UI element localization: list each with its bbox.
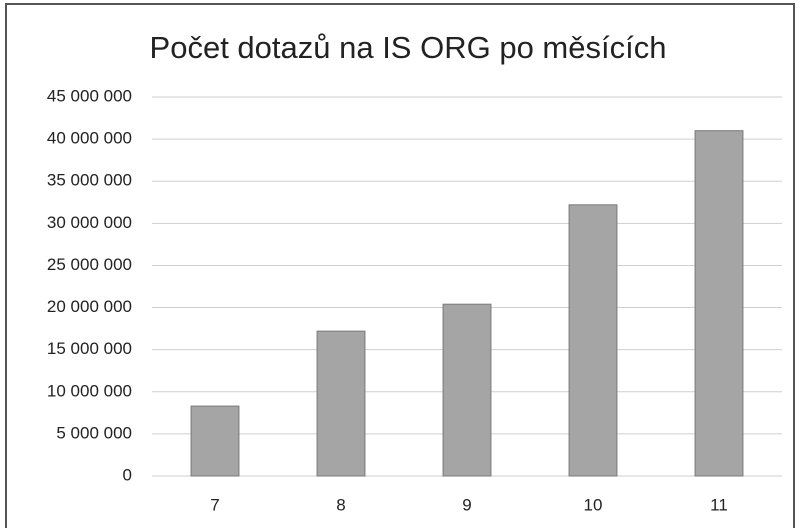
x-tick-label: 9	[462, 495, 471, 514]
y-tick-label: 30 000 000	[47, 213, 132, 232]
y-tick-label: 15 000 000	[47, 339, 132, 358]
x-tick-label: 10	[584, 495, 603, 514]
bar	[442, 303, 492, 477]
bar	[568, 204, 618, 477]
y-tick-label: 0	[123, 465, 132, 484]
y-tick-label: 40 000 000	[47, 129, 132, 148]
bar	[190, 405, 240, 477]
y-tick-label: 10 000 000	[47, 381, 132, 400]
x-tick-label: 7	[210, 495, 219, 514]
x-tick-label: 11	[710, 495, 728, 514]
bar	[694, 130, 744, 477]
chart-border	[5, 3, 795, 528]
y-tick-label: 35 000 000	[47, 171, 132, 190]
chart-title: Počet dotazů na IS ORG po měsících	[150, 30, 667, 65]
y-tick-label: 25 000 000	[47, 255, 132, 274]
y-tick-label: 5 000 000	[56, 423, 132, 442]
bar	[316, 330, 366, 477]
y-tick-label: 20 000 000	[47, 297, 132, 316]
y-tick-label: 45 000 000	[47, 86, 132, 105]
x-tick-label: 8	[336, 495, 345, 514]
